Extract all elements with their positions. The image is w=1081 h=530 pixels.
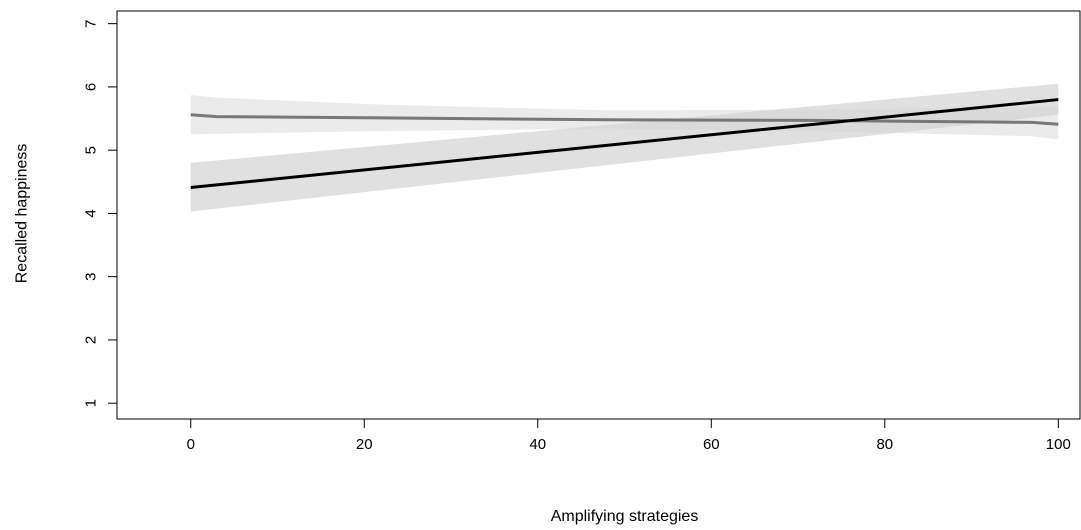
y-tick-label: 6: [83, 83, 100, 91]
x-tick-label: 20: [356, 436, 373, 453]
x-tick-label: 60: [703, 436, 720, 453]
x-axis-title: Amplifying strategies: [551, 508, 699, 525]
series-line-2: [190, 98, 1059, 189]
y-axis-title: Recalled happiness: [14, 144, 31, 284]
y-tick-label: 5: [83, 146, 100, 154]
y-tick-label: 1: [83, 399, 100, 407]
y-axis: 1 2 3 4 5 6 7: [83, 19, 118, 407]
plot-area-border: [116, 10, 1081, 420]
y-tick-label: 3: [83, 273, 100, 281]
ci-band-2: [190, 83, 1059, 212]
series-lines: [190, 98, 1059, 189]
series-line-1: [190, 113, 1059, 126]
x-tick-label: 0: [187, 436, 195, 453]
x-tick-label: 80: [876, 436, 893, 453]
confidence-bands: [190, 83, 1059, 212]
x-tick-label: 100: [1046, 436, 1071, 453]
x-axis: 0 20 40 60 80 100: [187, 418, 1071, 453]
x-tick-label: 40: [529, 436, 546, 453]
y-tick-label: 7: [83, 19, 100, 27]
y-tick-label: 2: [83, 336, 100, 344]
y-tick-label: 4: [83, 209, 100, 217]
